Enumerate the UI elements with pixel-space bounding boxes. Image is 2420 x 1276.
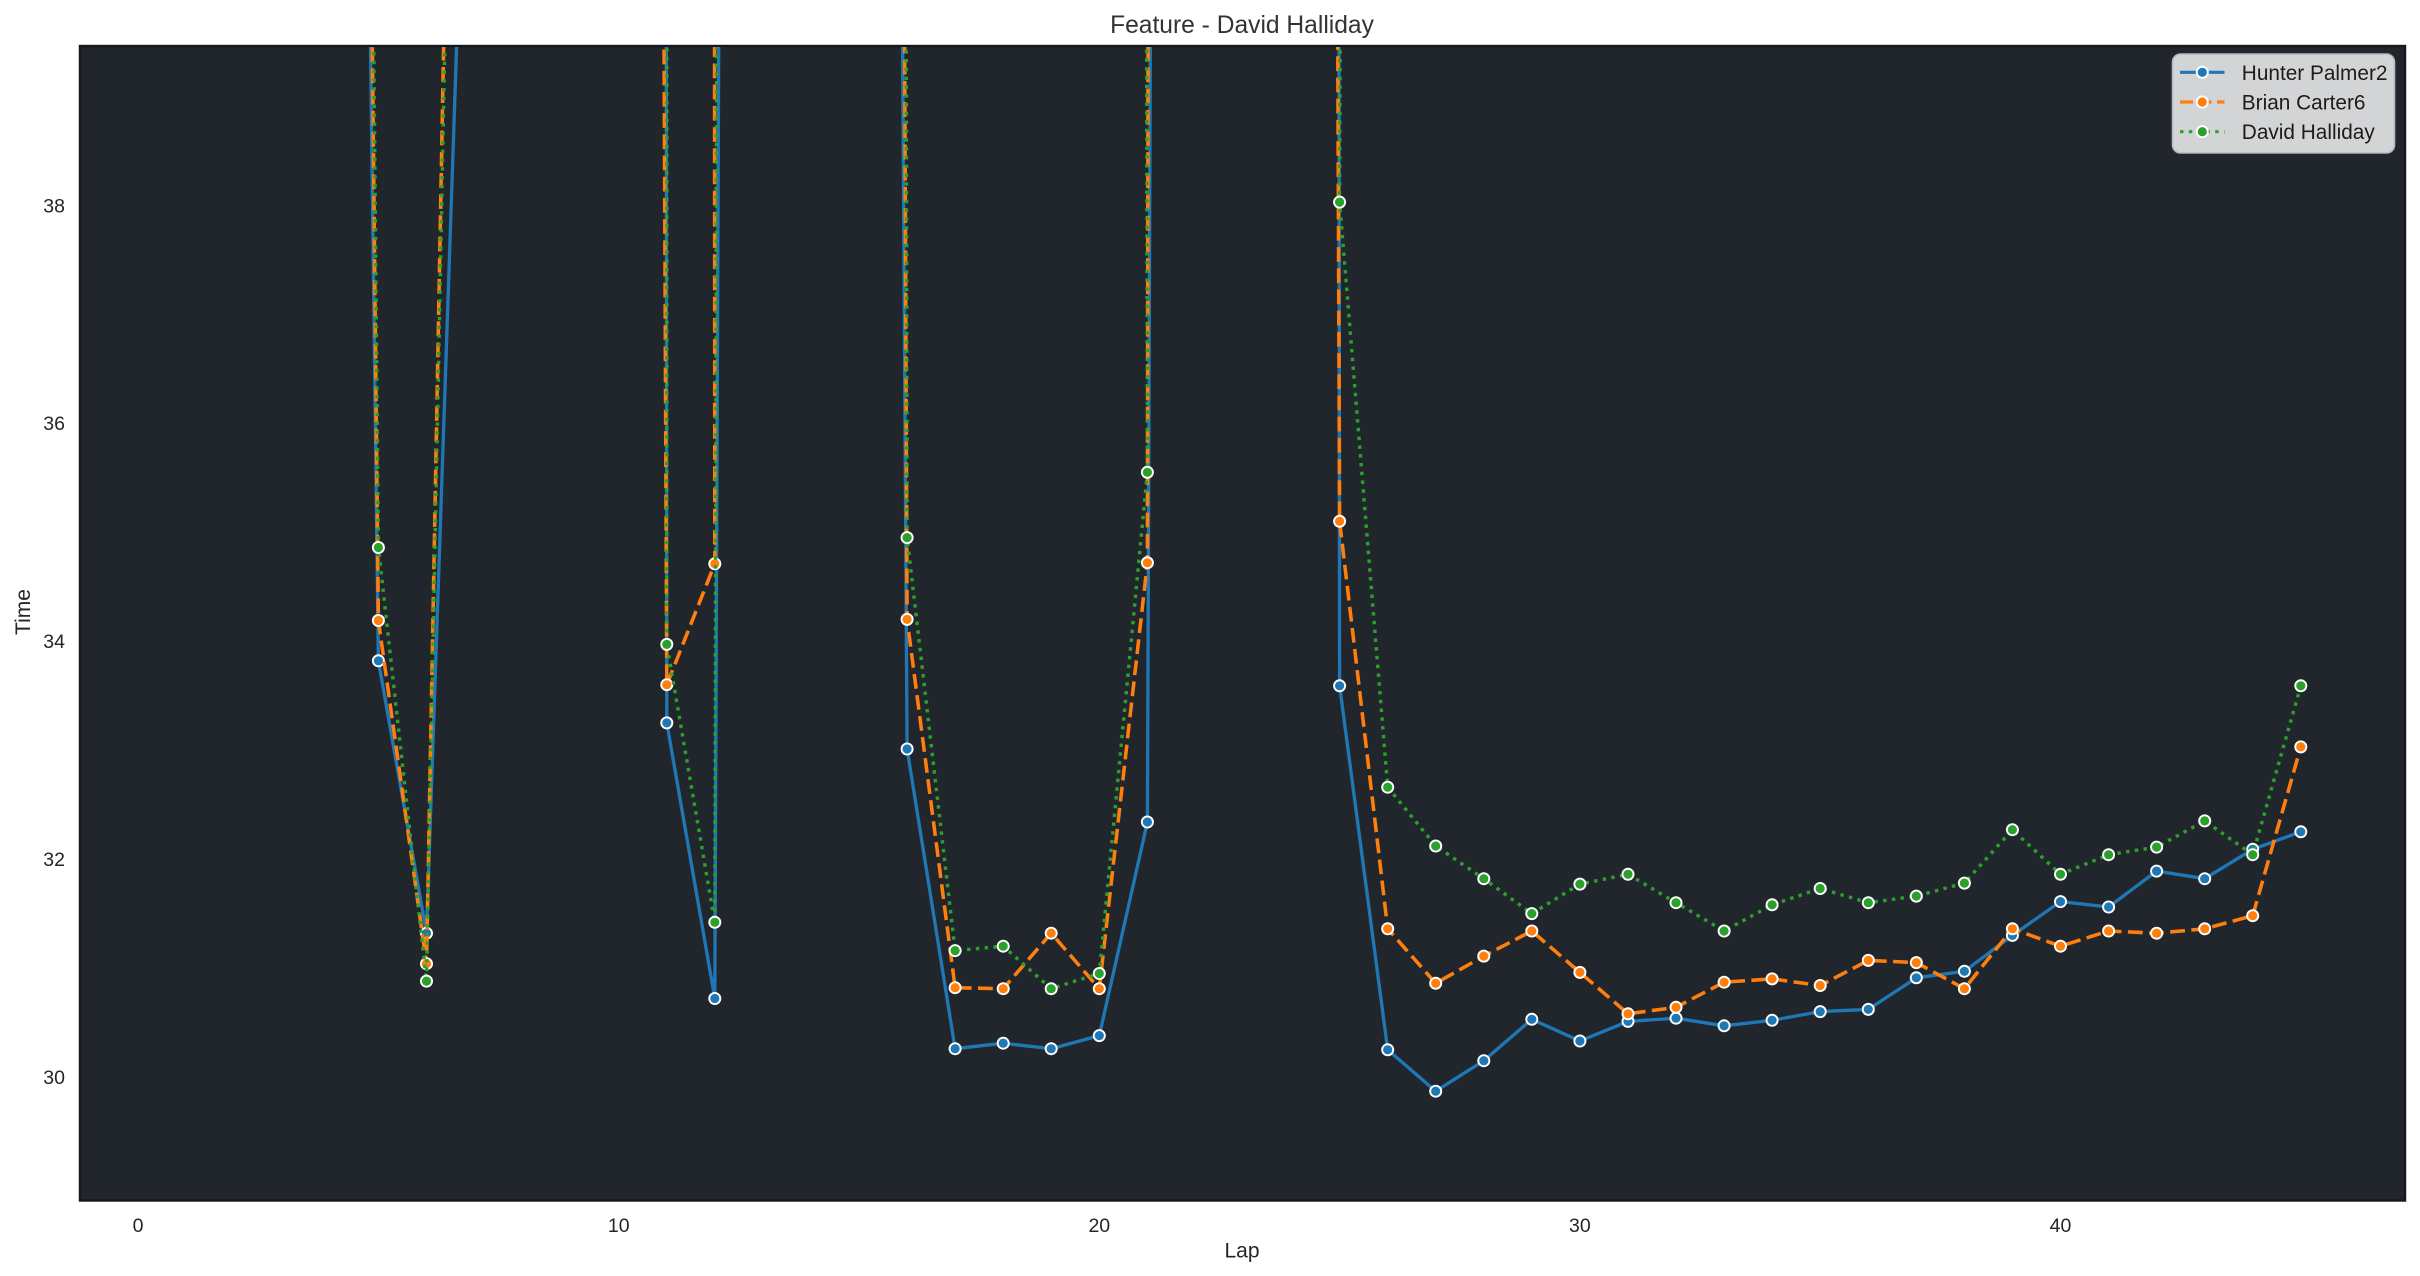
svg-text:20: 20 [1088,1215,1110,1237]
svg-text:30: 30 [43,1067,65,1089]
svg-text:Feature - David Halliday: Feature - David Halliday [1110,12,1375,39]
svg-text:Brian Carter6: Brian Carter6 [2242,92,2366,115]
svg-text:32: 32 [43,849,65,871]
svg-text:David Halliday: David Halliday [2242,121,2376,144]
svg-text:Lap: Lap [1224,1240,1259,1263]
svg-text:40: 40 [2050,1215,2072,1237]
svg-text:Time: Time [12,589,35,635]
svg-text:0: 0 [133,1215,144,1237]
svg-text:38: 38 [43,195,65,217]
svg-text:10: 10 [608,1215,630,1237]
svg-text:34: 34 [43,631,65,653]
svg-text:36: 36 [43,413,65,435]
svg-text:30: 30 [1569,1215,1591,1237]
svg-text:Hunter Palmer2: Hunter Palmer2 [2242,62,2388,85]
